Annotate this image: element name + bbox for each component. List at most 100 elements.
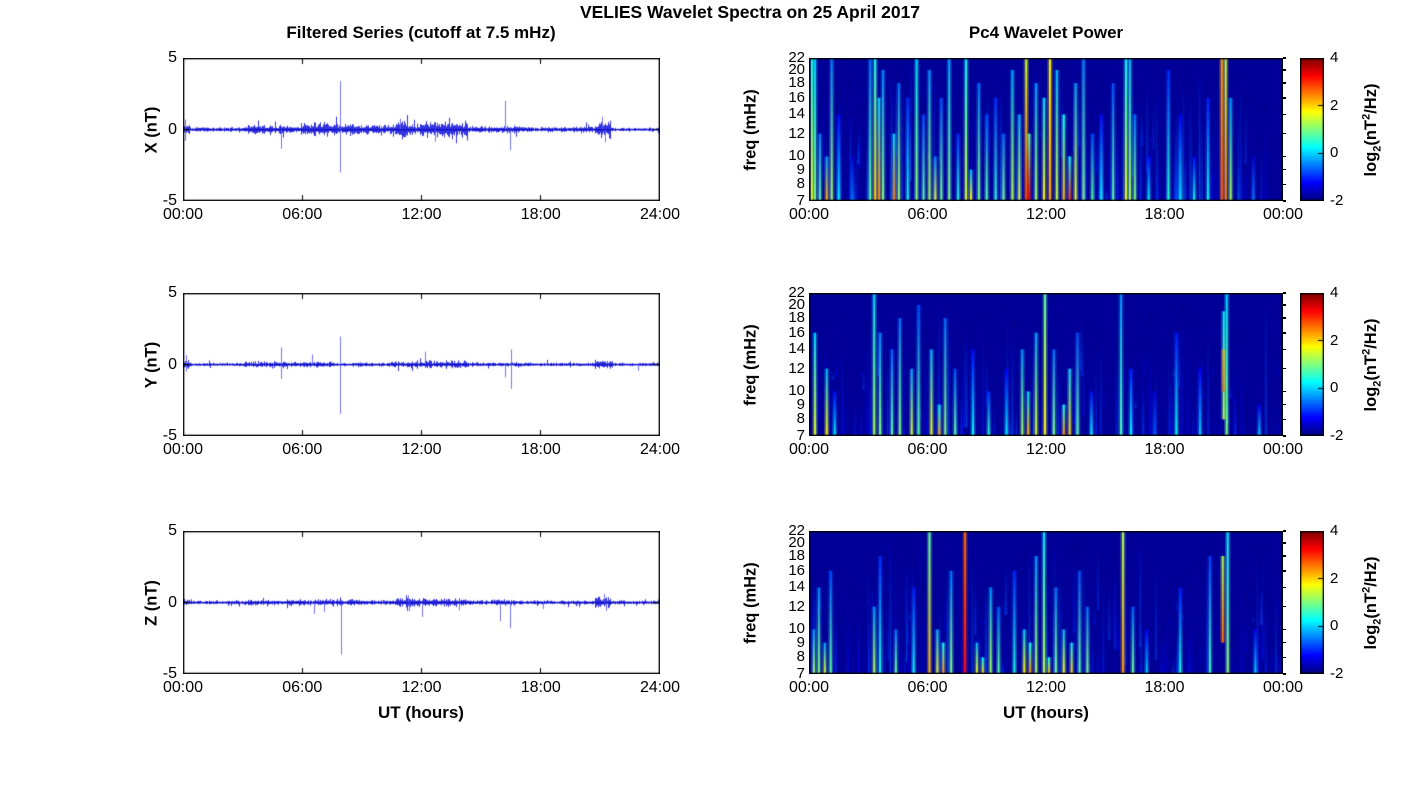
tick-label: 06:00	[282, 679, 323, 696]
tick-label: 0	[1330, 379, 1339, 397]
axis-tick-mark	[1283, 82, 1286, 84]
axis-tick-mark	[1283, 390, 1286, 393]
axis-tick-mark	[1283, 403, 1286, 406]
tick-label: 06:00	[282, 206, 323, 223]
axis-tick-mark	[1283, 183, 1286, 186]
tick-label: 9	[796, 160, 805, 178]
left-column-title: Filtered Series (cutoff at 7.5 mHz)	[286, 23, 556, 42]
axis-tick-mark	[1283, 628, 1286, 631]
axis-tick-mark	[1283, 57, 1286, 59]
axis-tick-mark	[1283, 168, 1286, 171]
tick-label: 12	[788, 359, 805, 377]
tick-label: 00:00	[788, 679, 830, 696]
tick-label: 5	[168, 284, 177, 301]
axis-tick-mark	[1283, 332, 1286, 334]
tick-label: 9	[796, 395, 805, 413]
axis-tick-mark	[1283, 555, 1286, 557]
tick-label: 2	[1330, 569, 1339, 587]
axis-tick-mark	[1283, 435, 1286, 437]
tick-label: 00:00	[788, 206, 830, 223]
axis-tick-mark	[1283, 530, 1286, 532]
axis-tick-mark	[1283, 542, 1286, 544]
tick-label: -2	[1330, 665, 1344, 682]
axis-tick-mark	[1283, 673, 1286, 675]
axis-tick-mark	[1283, 317, 1286, 319]
tick-label: 24:00	[639, 206, 681, 223]
z-filtered-series-plot	[183, 531, 660, 674]
tick-label: 20	[788, 295, 805, 313]
left-x-axis-label: UT (hours)	[378, 703, 464, 722]
y-filtered-series-plot	[183, 293, 660, 436]
tick-label: -5	[162, 192, 177, 209]
tick-label: 18:00	[1144, 441, 1185, 458]
x-wavelet-ylabel: freq (mHz)	[741, 89, 760, 171]
tick-label: -5	[162, 427, 177, 444]
tick-label: 5	[168, 49, 177, 66]
tick-label: 7	[796, 427, 805, 444]
tick-label: 0	[1330, 144, 1339, 162]
y-wavelet-ylabel: freq (mHz)	[741, 324, 760, 406]
tick-label: 4	[1330, 522, 1339, 539]
tick-label: 00:00	[162, 679, 204, 696]
tick-label: 14	[788, 578, 805, 596]
axis-tick-mark	[1283, 586, 1286, 589]
x-colorbar-label: log2(nT2/Hz)	[1360, 83, 1384, 177]
tick-label: 18:00	[520, 679, 561, 696]
tick-label: 16	[788, 323, 805, 341]
z-series-ylabel: Z (nT)	[142, 580, 161, 626]
axis-tick-mark	[1283, 132, 1286, 135]
tick-label: 4	[1330, 284, 1339, 301]
tick-label: 10	[788, 620, 805, 638]
tick-label: 8	[796, 175, 805, 193]
tick-label: 22	[788, 522, 805, 539]
tick-label: 22	[788, 284, 805, 301]
axis-tick-mark	[1283, 570, 1286, 572]
figure-title: VELIES Wavelet Spectra on 25 April 2017	[579, 2, 921, 22]
tick-label: 00:00	[1262, 679, 1304, 696]
tick-label: 10	[788, 147, 805, 165]
tick-label: -2	[1330, 427, 1344, 444]
x-wavelet-spectrogram	[809, 58, 1283, 201]
tick-label: 12:00	[1025, 441, 1067, 458]
tick-label: 18	[788, 74, 805, 92]
tick-label: 16	[788, 88, 805, 106]
tick-label: 06:00	[907, 441, 948, 458]
y-colorbar	[1300, 293, 1324, 436]
tick-label: 7	[796, 192, 805, 209]
axis-tick-mark	[1283, 69, 1286, 71]
tick-label: 16	[788, 561, 805, 579]
tick-label: 00:00	[162, 206, 204, 223]
tick-label: 9	[796, 633, 805, 651]
y-wavelet-spectrogram	[809, 293, 1283, 436]
tick-label: 18	[788, 547, 805, 565]
tick-label: 00:00	[1262, 206, 1304, 223]
tick-label: 00:00	[788, 441, 830, 458]
y-series-ylabel: Y (nT)	[142, 341, 161, 389]
y-colorbar-label: log2(nT2/Hz)	[1360, 318, 1384, 412]
axis-tick-mark	[1283, 292, 1286, 294]
x-series-ylabel: X (nT)	[142, 106, 161, 154]
right-x-axis-label: UT (hours)	[1003, 703, 1089, 722]
axis-tick-mark	[1283, 367, 1286, 370]
tick-label: 12	[788, 124, 805, 142]
right-column-title: Pc4 Wavelet Power	[968, 23, 1124, 42]
tick-label: 18:00	[520, 441, 561, 458]
tick-label: 2	[1330, 96, 1339, 114]
tick-label: 12:00	[401, 441, 442, 458]
axis-tick-mark	[1283, 605, 1286, 608]
tick-label: 18:00	[1144, 679, 1185, 696]
z-colorbar-label: log2(nT2/Hz)	[1360, 556, 1384, 650]
axis-tick-mark	[1283, 97, 1286, 99]
tick-label: 00:00	[162, 441, 204, 458]
tick-label: 06:00	[907, 206, 948, 223]
tick-label: -5	[162, 665, 177, 682]
z-colorbar	[1300, 531, 1324, 674]
axis-tick-mark	[1283, 348, 1286, 351]
axis-tick-mark	[1283, 155, 1286, 158]
x-colorbar	[1300, 58, 1324, 201]
axis-tick-mark	[1283, 641, 1286, 644]
tick-label: 20	[788, 533, 805, 551]
tick-label: 06:00	[907, 679, 948, 696]
tick-label: 22	[788, 49, 805, 66]
